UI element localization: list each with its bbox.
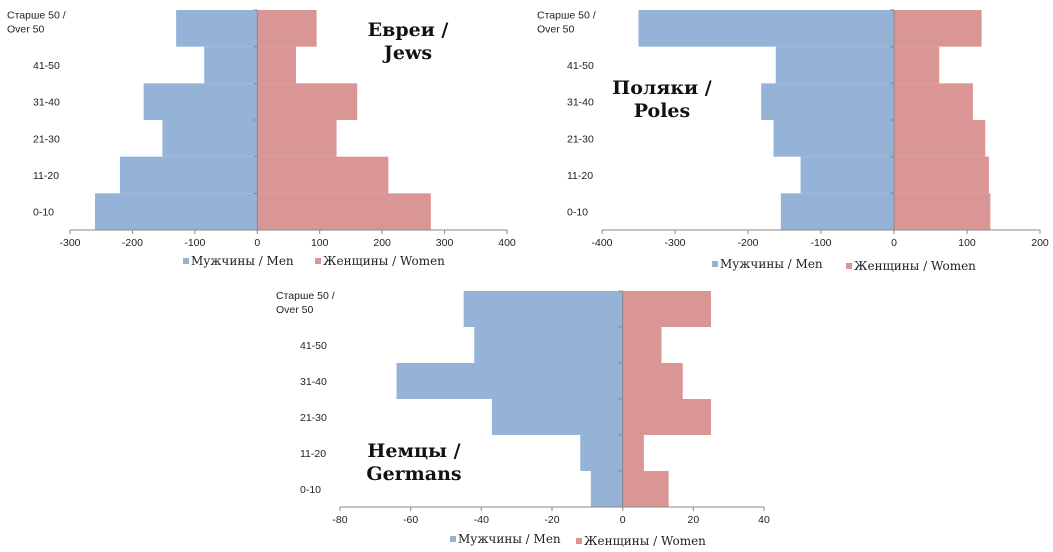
x-tick-label-jews-5: 200 — [373, 237, 391, 249]
chart-title-germans: Немцы / Germans — [366, 440, 461, 485]
bar-poles-men-3 — [761, 83, 894, 120]
legend-label-poles-0: Мужчины / Men — [720, 257, 823, 271]
bar-poles-men-1 — [800, 156, 894, 194]
bar-germans-men-0 — [590, 471, 623, 507]
bar-germans-men-5 — [463, 291, 623, 327]
x-tick-label-poles-6: 200 — [1031, 237, 1049, 249]
legend-label-germans-1: Женщины / Women — [584, 534, 706, 548]
bar-germans-women-1 — [622, 435, 644, 471]
legend-swatch-germans-1 — [576, 538, 582, 544]
x-tick-label-poles-3: -100 — [810, 237, 831, 249]
bar-jews-women-4 — [257, 46, 296, 84]
chart-germans: -80 -60 -40 -20 0 20 40 0-10 11-20 21-30 31-40 41-5… — [276, 290, 770, 548]
bar-jews-women-2 — [257, 120, 337, 157]
category-label-germans-3: 31-40 — [300, 376, 327, 388]
bar-jews-women-5 — [257, 10, 317, 47]
bar-jews-men-3 — [143, 83, 258, 120]
bar-jews-men-2 — [162, 120, 258, 157]
category-label-poles-0: 0-10 — [567, 207, 588, 219]
bar-jews-men-1 — [119, 156, 258, 194]
bar-poles-women-3 — [894, 83, 973, 120]
x-tick-label-germans-6: 40 — [758, 514, 770, 526]
category-label-poles-3: 31-40 — [567, 97, 594, 109]
bar-poles-men-0 — [780, 193, 894, 230]
x-tick-label-germans-5: 20 — [687, 514, 699, 526]
x-tick-label-jews-6: 300 — [436, 237, 454, 249]
x-tick-label-poles-0: -400 — [591, 237, 612, 249]
bar-germans-men-1 — [580, 435, 623, 471]
x-tick-label-poles-5: 100 — [958, 237, 976, 249]
x-tick-label-germans-2: -40 — [474, 514, 489, 526]
x-tick-label-poles-1: -300 — [664, 237, 685, 249]
x-tick-label-germans-1: -60 — [403, 514, 418, 526]
bar-poles-men-4 — [775, 46, 894, 84]
bar-poles-women-1 — [894, 156, 989, 194]
bar-poles-men-5 — [638, 10, 894, 47]
bar-poles-women-0 — [894, 193, 991, 230]
legend-label-germans-0: Мужчины / Men — [458, 532, 561, 546]
legend-label-jews-0: Мужчины / Men — [191, 254, 294, 268]
legend-swatch-jews-1 — [315, 258, 321, 264]
category-label-germans-0: 0-10 — [300, 484, 321, 496]
bar-jews-women-3 — [257, 83, 358, 120]
bar-jews-women-0 — [257, 193, 431, 230]
bar-germans-women-5 — [622, 291, 711, 327]
bar-germans-men-3 — [396, 363, 623, 399]
bar-jews-women-1 — [257, 156, 389, 194]
bar-germans-men-4 — [474, 327, 623, 363]
category-label-jews-1: 11-20 — [33, 170, 59, 182]
bar-jews-men-4 — [204, 46, 258, 84]
bar-germans-women-0 — [622, 471, 669, 507]
x-tick-label-jews-1: -200 — [122, 237, 143, 249]
category-label-germans-1: 11-20 — [300, 448, 326, 460]
category-label-germans-5: Старше 50 /Over 50 — [276, 290, 335, 316]
x-tick-label-jews-7: 400 — [498, 237, 516, 249]
legend-swatch-germans-0 — [450, 536, 456, 542]
category-label-germans-4: 41-50 — [300, 340, 327, 352]
x-tick-label-jews-4: 100 — [311, 237, 329, 249]
legend-swatch-poles-0 — [712, 261, 718, 267]
legend-label-jews-1: Женщины / Women — [323, 254, 445, 268]
x-tick-label-jews-3: 0 — [254, 237, 260, 249]
chart-title-poles: Поляки / Poles — [612, 77, 711, 122]
category-label-poles-5: Старше 50 /Over 50 — [537, 9, 596, 35]
category-label-jews-5: Старше 50 /Over 50 — [7, 9, 66, 35]
x-tick-label-poles-2: -200 — [737, 237, 758, 249]
x-tick-label-germans-4: 0 — [620, 514, 626, 526]
x-tick-label-germans-0: -80 — [332, 514, 347, 526]
category-label-jews-0: 0-10 — [33, 207, 54, 219]
x-tick-label-jews-0: -300 — [59, 237, 80, 249]
category-label-germans-2: 21-30 — [300, 412, 327, 424]
category-label-jews-3: 31-40 — [33, 97, 60, 109]
category-label-jews-4: 41-50 — [33, 60, 60, 72]
x-tick-label-jews-2: -100 — [184, 237, 205, 249]
category-label-poles-2: 21-30 — [567, 133, 594, 145]
bar-poles-women-4 — [894, 46, 940, 84]
x-tick-label-germans-3: -20 — [544, 514, 559, 526]
bar-germans-men-2 — [491, 399, 623, 435]
bar-germans-women-4 — [622, 327, 662, 363]
chart-jews: -300 -200 -100 0 100 200 300 400 0-10 11-20 21-30 3… — [7, 9, 516, 268]
bar-poles-women-5 — [894, 10, 982, 47]
chart-title-jews: Евреи / Jews — [368, 19, 449, 64]
bar-poles-men-2 — [773, 120, 894, 157]
category-label-poles-1: 11-20 — [567, 170, 593, 182]
legend-label-poles-1: Женщины / Women — [854, 259, 976, 273]
bar-poles-women-2 — [894, 120, 986, 157]
x-tick-label-poles-4: 0 — [891, 237, 897, 249]
category-label-jews-2: 21-30 — [33, 133, 60, 145]
legend-swatch-poles-1 — [846, 263, 852, 269]
chart-poles: -400 -300 -200 -100 0 100 200 0-10 11-20 21-30 31-… — [537, 9, 1049, 273]
category-label-poles-4: 41-50 — [567, 60, 594, 72]
bar-jews-men-5 — [176, 10, 258, 47]
bar-germans-women-2 — [622, 399, 711, 435]
bar-jews-men-0 — [94, 193, 258, 230]
legend-swatch-jews-0 — [183, 258, 189, 264]
bar-germans-women-3 — [622, 363, 683, 399]
